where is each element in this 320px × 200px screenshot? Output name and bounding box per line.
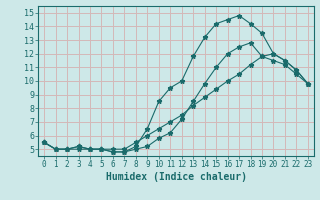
- X-axis label: Humidex (Indice chaleur): Humidex (Indice chaleur): [106, 172, 246, 182]
